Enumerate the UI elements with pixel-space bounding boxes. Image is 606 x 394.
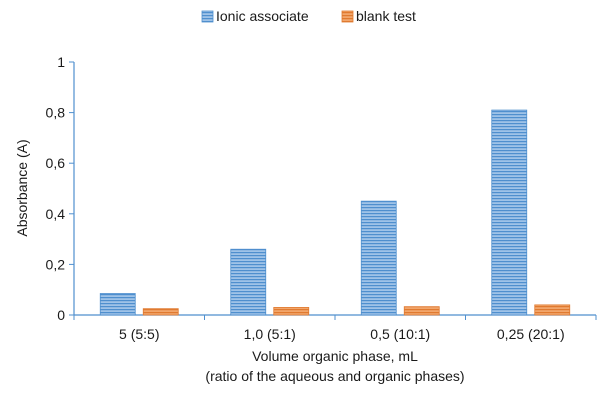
legend-label-ionic-associate: Ionic associate [216,8,309,24]
bar-blank-test [142,308,179,316]
y-tick-label: 0,4 [46,206,66,222]
y-tick-label: 1 [57,54,65,70]
bar-ionic-associate [491,109,528,316]
bar-blank-test [534,304,571,316]
bar-ionic-associate [360,200,397,316]
legend-label-blank-test: blank test [356,8,416,24]
y-tick-label: 0,6 [46,155,66,171]
y-tick-label: 0,8 [46,105,66,121]
bar-blank-test [403,306,440,316]
x-tick-label: 0,25 (20:1) [497,326,565,342]
y-axis: 0 0,2 0,4 0,6 0,8 1 [46,54,75,323]
y-tick-label: 0 [57,307,65,323]
bar-ionic-associate [99,293,136,316]
bars [99,109,571,316]
y-axis-label: Absorbance (A) [14,139,30,236]
legend-swatch-ionic-associate [201,10,214,23]
x-axis-sublabel: (ratio of the aqueous and organic phases… [205,368,464,384]
x-tick-label: 5 (5:5) [119,326,159,342]
legend: Ionic associate blank test [201,8,416,24]
x-tick-label: 1,0 (5:1) [244,326,296,342]
bar-ionic-associate [230,248,267,316]
bar-blank-test [273,307,310,316]
x-axis: 5 (5:5) 1,0 (5:1) 0,5 (10:1) 0,25 (20:1) [73,314,597,342]
x-axis-label: Volume organic phase, mL [252,348,418,364]
x-tick-label: 0,5 (10:1) [370,326,430,342]
y-tick-label: 0,2 [46,256,66,272]
legend-swatch-blank-test [341,10,354,23]
